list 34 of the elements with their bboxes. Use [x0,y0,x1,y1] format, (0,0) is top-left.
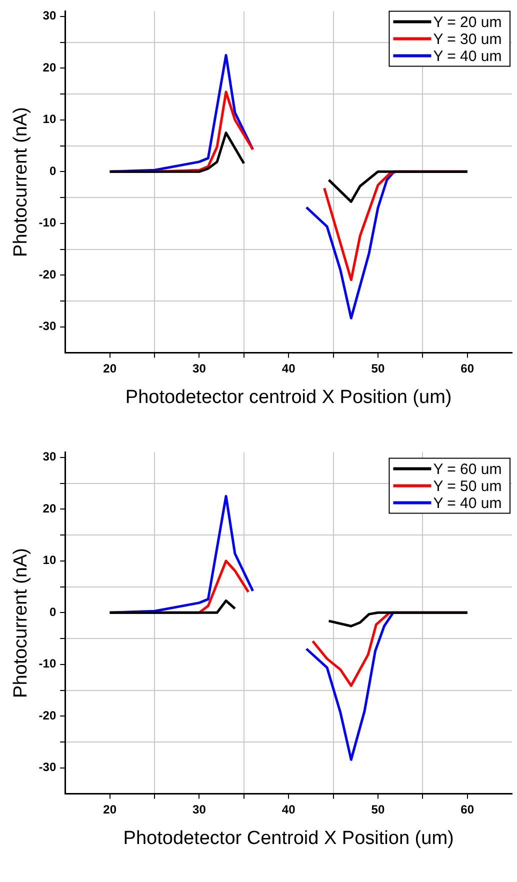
y-tick-label: 20 [42,60,56,74]
x-tick-label: 60 [460,361,474,376]
y-tick-label: 10 [42,553,56,568]
x-tick-label: 40 [282,361,296,376]
x-tick-label: 60 [460,802,474,816]
y-tick-label: -30 [38,319,56,334]
y-tick-label: 0 [49,604,56,619]
legend-label: Y = 40 um [433,494,502,512]
y-tick-label: -10 [38,216,56,230]
x-tick-label: 50 [371,361,385,376]
legend-label: Y = 30 um [433,30,502,48]
y-axis-title: Photocurrent (nA) [10,548,32,698]
x-tick-label: 30 [192,361,206,376]
y-tick-label: -20 [38,267,56,282]
x-tick-label: 20 [103,802,117,816]
y-axis-title: Photocurrent (nA) [10,107,32,257]
y-tick-label: 10 [42,112,56,126]
legend-label: Y = 40 um [433,48,502,65]
legend-label: Y = 50 um [433,478,502,495]
x-tick-label: 30 [192,802,206,816]
y-tick-label: -30 [38,760,56,774]
legend-label: Y = 20 um [433,14,502,31]
x-axis-title: Photodetector Centroid X Position (um) [123,828,454,849]
y-tick-label: -10 [38,656,56,671]
legend-label: Y = 60 um [433,460,502,478]
x-tick-label: 40 [282,802,296,816]
y-tick-label: 30 [42,8,56,23]
x-tick-label: 50 [371,802,385,816]
x-tick-label: 20 [103,361,117,376]
y-tick-label: 30 [42,450,56,464]
x-axis-title: Photodetector centroid X Position (um) [125,386,452,408]
y-tick-label: -20 [38,708,56,722]
y-tick-label: 0 [49,164,56,178]
y-tick-label: 20 [42,501,56,516]
